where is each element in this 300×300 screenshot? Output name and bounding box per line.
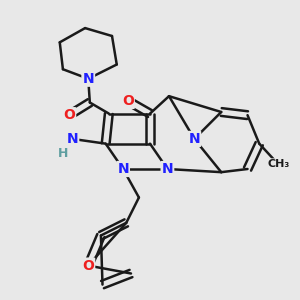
Text: N: N: [162, 162, 173, 176]
Text: O: O: [122, 94, 134, 108]
Text: O: O: [63, 108, 75, 122]
Text: N: N: [117, 162, 129, 176]
Text: N: N: [188, 132, 200, 146]
Text: N: N: [67, 132, 78, 146]
Text: CH₃: CH₃: [267, 159, 290, 169]
Text: H: H: [58, 147, 68, 160]
Text: O: O: [82, 259, 94, 273]
Text: N: N: [82, 72, 94, 86]
